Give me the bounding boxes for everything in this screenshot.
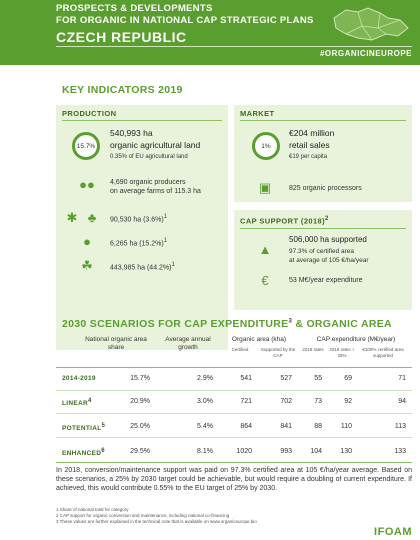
footnotes: 1 Share of national total for category 2…	[56, 507, 346, 525]
header-line-2: FOR ORGANIC IN NATIONAL CAP STRATEGIC PL…	[56, 15, 314, 26]
farmers-icon: ●●	[79, 177, 95, 192]
row-2018: 88	[314, 423, 322, 430]
row-label: LINEAR4	[62, 398, 92, 408]
row-100: 94	[398, 398, 406, 405]
cap-support-divider	[240, 228, 406, 229]
factory-icon: ▣	[258, 180, 272, 195]
row-plus25: 69	[344, 375, 352, 382]
row-share: 20.9%	[130, 398, 150, 405]
row-label: 2014-2019	[62, 375, 96, 382]
row-certified: 864	[240, 423, 252, 430]
row-certified: 541	[240, 375, 252, 382]
row-100: 71	[398, 375, 406, 382]
producers-note: on average farms of 115.3 ha	[110, 188, 201, 195]
row-plus25: 92	[344, 398, 352, 405]
production-share-circle: 15.7%	[72, 132, 100, 160]
row-divider	[56, 390, 412, 391]
header-line-1: PROSPECTS & DEVELOPMENTS	[56, 3, 213, 14]
col-sub-supported: Supported by the CAP	[260, 347, 296, 358]
summary-note: In 2018, conversion/maintenance support …	[56, 467, 412, 492]
col-header-area: Organic area (kha)	[231, 336, 287, 343]
row-plus25: 130	[340, 448, 352, 455]
producers-count: 4,690 organic producers	[110, 179, 186, 186]
table-bottom-divider	[56, 462, 412, 463]
col-sub-2018: 2018 rates	[302, 347, 324, 352]
row-certified: 721	[240, 398, 252, 405]
row-supported: 841	[280, 423, 292, 430]
wheat-icon: ✱	[66, 210, 78, 225]
cap-expenditure: 53 M€/year expenditure	[289, 277, 363, 284]
header-divider	[56, 46, 412, 47]
row-divider	[56, 413, 412, 414]
crop-grassland-value: 443,985 ha (44.2%)1	[110, 262, 175, 272]
crop-arable-value: 90,530 ha (3.6%)1	[110, 214, 168, 224]
clover-icon: ♣	[87, 210, 97, 225]
organic-area-label: organic agricultural land	[110, 140, 201, 150]
row-growth: 3.0%	[197, 398, 213, 405]
market-share-circle: 1%	[252, 132, 280, 160]
key-indicators-title: KEY INDICATORS 2019	[62, 84, 183, 96]
country-name: CZECH REPUBLIC	[56, 29, 187, 45]
row-supported: 527	[280, 375, 292, 382]
row-supported: 993	[280, 448, 292, 455]
production-share-value: 15.7%	[76, 142, 96, 150]
cap-area-pct: 97.3% of certified area	[289, 248, 355, 255]
footnote: 2 CAP support for organic conversion and…	[56, 513, 230, 518]
retail-sales-label: retail sales	[289, 140, 330, 150]
col-header-share: National organic area share	[85, 336, 147, 351]
row-share: 15.7%	[130, 375, 150, 382]
col-sub-plus25: 2018 rates + 25%	[329, 347, 355, 358]
tractor-icon: ▲	[258, 242, 272, 257]
apple-icon: ●	[83, 234, 91, 249]
footnote: 1 Share of national total for category	[56, 507, 129, 512]
retail-sales-value: €204 million	[289, 128, 335, 138]
market-title: MARKET	[240, 109, 275, 118]
processors-count: 825 organic processors	[289, 185, 362, 192]
col-header-cap: CAP expenditure (M€/year)	[316, 336, 396, 343]
market-share-value: 1%	[261, 142, 271, 150]
row-2018: 55	[314, 375, 322, 382]
organic-area-value: 540,993 ha	[110, 128, 153, 138]
cap-area-supported: 506,000 ha supported	[289, 235, 367, 244]
row-100: 133	[394, 448, 406, 455]
cap-support-panel	[234, 210, 412, 310]
euro-icon: €	[261, 273, 269, 288]
row-growth: 2.9%	[197, 375, 213, 382]
row-100: 113	[394, 423, 406, 430]
row-share: 25.0%	[130, 423, 150, 430]
czech-map-icon	[333, 7, 409, 41]
production-divider	[62, 120, 222, 121]
row-plus25: 110	[340, 423, 352, 430]
production-title: PRODUCTION	[62, 109, 117, 118]
row-share: 29.5%	[130, 448, 150, 455]
row-certified: 1020	[236, 448, 252, 455]
scenarios-title: 2030 SCENARIOS FOR CAP EXPENDITURE3 & OR…	[62, 318, 392, 330]
grass-icon: ☘	[81, 258, 93, 273]
col-header-growth: Average annual growth	[165, 336, 211, 351]
col-sub-certified: Certified	[231, 347, 249, 352]
eu-share: 0.35% of EU agricultural land	[110, 154, 188, 160]
header-title: PROSPECTS & DEVELOPMENTS FOR ORGANIC IN …	[56, 3, 316, 27]
cap-support-title: CAP SUPPORT (2018)2	[240, 216, 329, 226]
hashtag: #ORGANICINEUROPE	[319, 49, 412, 58]
row-label: ENHANCED6	[62, 448, 105, 458]
crop-permanent-value: 6,265 ha (15.2%)1	[110, 238, 168, 248]
row-label: POTENTIAL5	[62, 423, 106, 433]
footnote: 3 These values are further explained in …	[56, 519, 257, 524]
row-2018: 104	[310, 448, 322, 455]
per-capita: €19 per capita	[289, 154, 328, 160]
ifoam-logo: IFOAM	[374, 526, 412, 538]
row-growth: 5.4%	[197, 423, 213, 430]
row-growth: 8.1%	[197, 448, 213, 455]
row-divider	[56, 437, 412, 438]
row-supported: 702	[280, 398, 292, 405]
cap-average: at average of 105 €/ha/year	[289, 257, 369, 264]
market-divider	[240, 120, 406, 121]
table-header-divider	[56, 367, 412, 368]
col-sub-100: €100% certified area supported	[362, 347, 404, 358]
row-2018: 73	[314, 398, 322, 405]
